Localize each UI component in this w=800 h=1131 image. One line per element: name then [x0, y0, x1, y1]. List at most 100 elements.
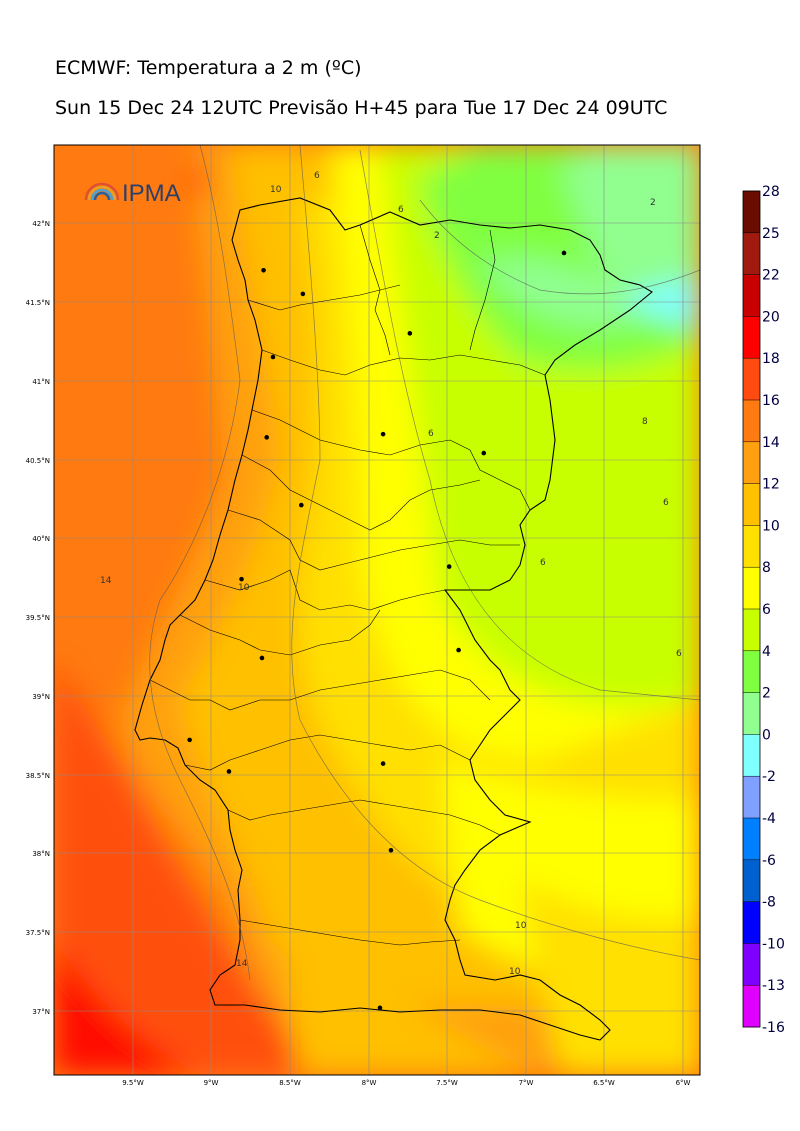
lat-tick-label: 41°N [32, 378, 50, 386]
colorbar-tick-label: 10 [762, 518, 780, 534]
city-marker [239, 576, 244, 582]
contour-label: 6 [540, 558, 546, 568]
colorbar-tick-label: 12 [762, 477, 780, 493]
colorbar-segment [743, 901, 760, 944]
colorbar-segment [743, 316, 760, 359]
colorbar-tick-label: 4 [762, 644, 771, 660]
city-marker [261, 267, 266, 273]
city-marker [561, 250, 567, 256]
colorbar-segment [743, 985, 760, 1028]
colorbar-tick-label: 14 [762, 435, 780, 451]
lat-tick-label: 37°N [32, 1008, 50, 1016]
longitude-axis: 9.5°W 9°W 8.5°W 8°W 7.5°W 7°W 6.5°W 6°W [122, 1079, 690, 1087]
colorbar-tick-label: 6 [762, 602, 771, 618]
city-marker [380, 431, 386, 437]
colorbar-segment [743, 692, 760, 735]
lat-tick-label: 41.5°N [26, 299, 50, 307]
contour-label: 6 [663, 498, 669, 508]
city-marker [226, 769, 232, 774]
map-frame [53, 144, 701, 1076]
contour-label: 10 [509, 967, 521, 977]
colorbar-tick-label: 0 [762, 727, 771, 743]
lat-tick-label: 40.5°N [26, 457, 50, 465]
contour-label: 6 [314, 171, 320, 181]
colorbar-tick-label: -8 [762, 895, 776, 911]
latitude-axis: 42°N 41.5°N 41°N 40.5°N 40°N 39.5°N 39°N… [26, 220, 50, 1016]
colorbar-tick-label: 18 [762, 351, 780, 367]
lon-tick-label: 9°W [204, 1079, 219, 1087]
colorbar-tick-label: -16 [762, 1020, 785, 1036]
city-marker [264, 435, 270, 440]
colorbar-segment [743, 483, 760, 526]
city-marker [456, 647, 461, 653]
colorbar-segment [743, 650, 760, 694]
city-marker [377, 1005, 383, 1011]
colorbar-segment [743, 358, 760, 401]
colorbar-tick-label: 20 [762, 309, 780, 325]
lon-tick-label: 9.5°W [122, 1079, 144, 1087]
colorbar-tick-label: 25 [762, 226, 780, 242]
lat-lon-grid [54, 145, 700, 1075]
colorbar-segment [743, 609, 760, 652]
lon-tick-label: 8.5°W [279, 1079, 301, 1087]
contour-label: 2 [434, 231, 440, 241]
lon-tick-label: 6.5°W [593, 1079, 615, 1087]
colorbar-tick-label: 16 [762, 393, 780, 409]
colorbar-segment [743, 776, 760, 819]
city-marker [407, 331, 413, 336]
colorbar-segment [743, 859, 760, 903]
contour-label-group: 10 6 6 2 2 6 8 14 10 6 6 6 10 10 14 [100, 171, 682, 977]
temperature-field [54, 145, 700, 1075]
colorbar-segment [743, 191, 760, 234]
lat-tick-label: 38°N [32, 850, 50, 858]
contour-label: 6 [428, 429, 434, 439]
colorbar-segment [743, 818, 760, 861]
country-borders [134, 197, 653, 1041]
district-borders [149, 224, 546, 946]
city-markers [187, 250, 567, 1011]
city-marker [446, 564, 452, 569]
lon-tick-label: 7°W [519, 1079, 534, 1087]
contour-label: 6 [676, 649, 682, 659]
city-marker [380, 761, 386, 766]
ipma-logo: IPMA [84, 180, 181, 207]
city-marker [270, 354, 276, 360]
contour-label: 10 [515, 921, 527, 931]
colorbar-segment [743, 274, 760, 317]
lon-tick-label: 7.5°W [436, 1079, 458, 1087]
city-marker [300, 291, 306, 297]
colorbar-segment [743, 525, 760, 568]
city-marker [299, 502, 304, 508]
ipma-logo-text: IPMA [122, 180, 181, 207]
colorbar-tick-label: -2 [762, 769, 776, 785]
colorbar-tick-label: 28 [762, 184, 780, 200]
colorbar-tick-label: -6 [762, 853, 776, 869]
city-marker [187, 737, 192, 743]
contour-label: 2 [650, 198, 656, 208]
city-marker [259, 655, 265, 661]
lon-tick-label: 8°W [362, 1079, 377, 1087]
lat-tick-label: 40°N [32, 535, 50, 543]
colorbar-tick-label: 8 [762, 560, 771, 576]
lat-tick-label: 38.5°N [26, 772, 50, 780]
portugal-outline [134, 197, 653, 1041]
colorbar-segment [743, 943, 760, 986]
colorbar-segment [743, 232, 760, 276]
map-title: ECMWF: Temperatura a 2 m (ºC) [55, 57, 362, 79]
ipma-arc-logo-icon [84, 182, 120, 201]
lat-tick-label: 37.5°N [26, 929, 50, 937]
lat-tick-label: 39.5°N [26, 614, 50, 622]
colorbar-tick-label: 2 [762, 686, 771, 702]
colorbar-tick-label: -10 [762, 936, 785, 952]
lat-tick-label: 39°N [32, 693, 50, 701]
lon-tick-label: 6°W [676, 1079, 691, 1087]
contour-label: 10 [270, 185, 282, 195]
colorbar-segment [743, 400, 760, 443]
colorbar-tick-label: -4 [762, 811, 776, 827]
contour-label: 8 [642, 417, 648, 427]
contour-label: 6 [398, 205, 404, 215]
colorbar-segment [743, 567, 760, 610]
contour-label: 10 [238, 583, 250, 593]
isotherm-contours [149, 145, 700, 981]
